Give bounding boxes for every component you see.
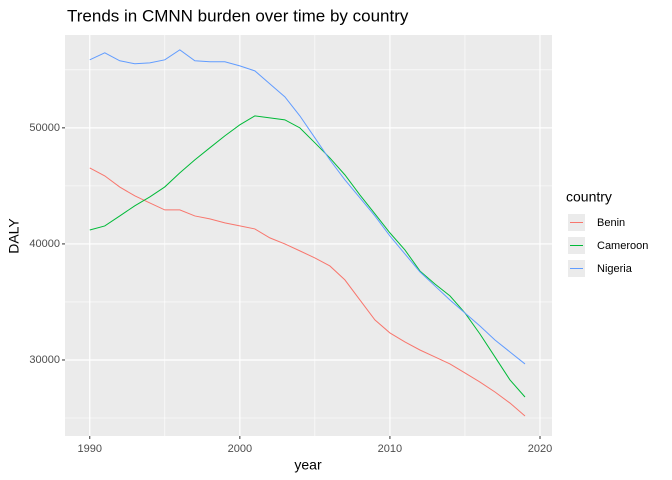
panel [65,35,552,436]
x-tick-label: 2020 [528,443,552,455]
x-tick-label: 2000 [228,443,252,455]
legend-title: country [566,189,612,205]
line [89,49,526,365]
y-axis-label: DALY [6,218,22,254]
x-tick-label: 1990 [78,443,102,455]
legend-label: Nigeria [597,263,633,275]
x-tick-label: 2010 [378,443,402,455]
legend-label: Benin [597,217,625,229]
y-tick-label: 40000 [29,238,60,250]
line [89,115,526,398]
legend-label: Cameroon [597,240,648,252]
chart-title: Trends in CMNN burden over time by count… [67,6,409,25]
y-tick-label: 50000 [29,122,60,134]
line [89,167,526,417]
x-axis-label: year [294,457,322,473]
y-tick-label: 30000 [29,354,60,366]
